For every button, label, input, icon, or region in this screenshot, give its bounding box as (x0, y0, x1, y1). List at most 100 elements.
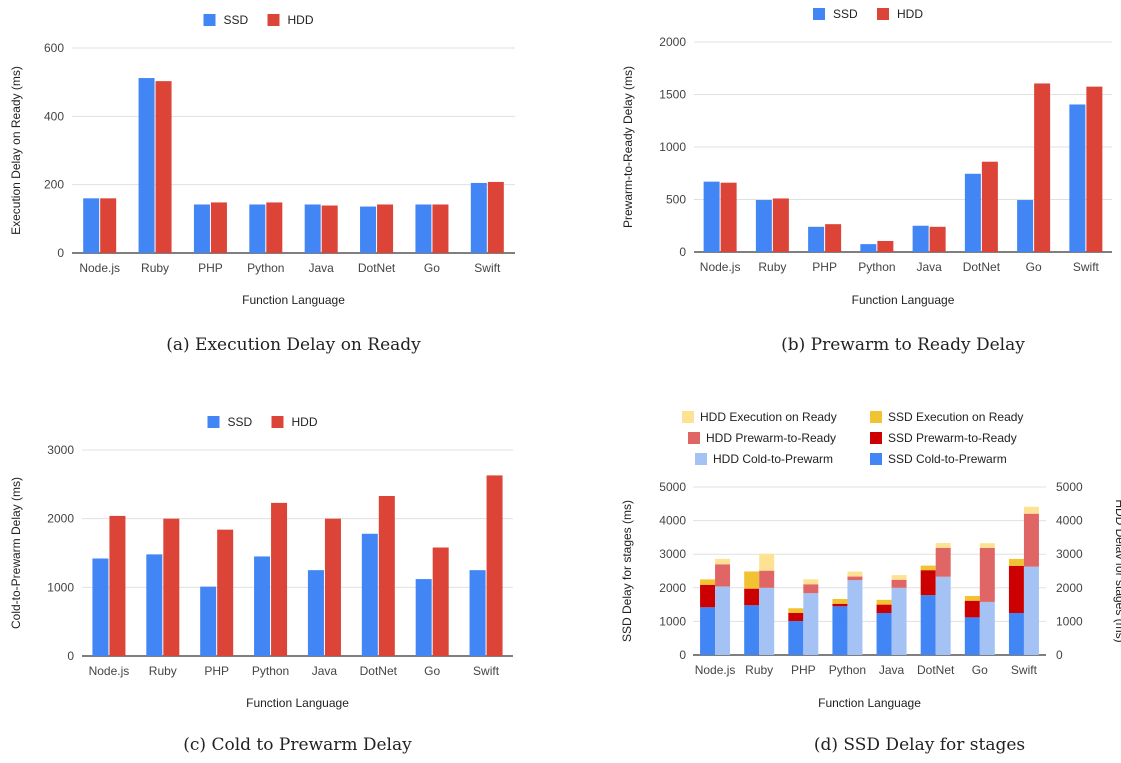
stacked-bar-hdd (803, 579, 819, 585)
x-tick-label: PHP (198, 261, 223, 275)
x-tick-label: Java (879, 663, 905, 677)
x-tick-label: DotNet (963, 260, 1001, 274)
x-tick-label: Node.js (89, 664, 130, 678)
x-axis-label: Function Language (852, 293, 955, 307)
legend-label: HDD Prewarm-to-Ready (706, 431, 836, 445)
chart-c: 0 1000 2000 3000 SSD HDD Node.js Ruby PHP Python J… (9, 415, 513, 755)
bar-hdd (324, 518, 341, 656)
stacked-bar-hdd (715, 586, 731, 655)
bar-ssd (415, 204, 432, 253)
x-axis-label: Function Language (242, 293, 345, 307)
stacked-bar-hdd (891, 575, 907, 580)
x-tick-label: Java (312, 664, 338, 678)
y-right-tick-label: 4000 (1056, 514, 1083, 528)
legend-label: HDD (897, 7, 923, 21)
stacked-bar-ssd (788, 613, 804, 622)
y-axis-label: Cold-to-Prewarm Delay (ms) (9, 477, 23, 629)
bar-hdd (210, 202, 227, 253)
stacked-bar-ssd (876, 613, 892, 655)
stacked-bar-ssd (700, 584, 716, 608)
y-right-tick-label: 5000 (1056, 480, 1083, 494)
legend-label: SSD Prewarm-to-Ready (888, 431, 1017, 445)
bar-hdd (321, 205, 338, 253)
x-tick-label: DotNet (917, 663, 955, 677)
bar-ssd (304, 204, 321, 253)
stacked-bar-ssd (876, 599, 892, 605)
x-tick-label: Node.js (700, 260, 741, 274)
y-tick-label: 5000 (659, 480, 686, 494)
stacked-bar-hdd (759, 570, 775, 588)
stacked-bar-hdd (847, 580, 863, 655)
legend-label: HDD Execution on Ready (700, 410, 837, 424)
bar-ssd (1017, 200, 1034, 252)
bar-ssd (361, 533, 378, 656)
caption: (a) Execution Delay on Ready (166, 335, 421, 355)
bar-ssd (470, 182, 487, 253)
legend-swatch (870, 411, 882, 423)
bar-hdd (877, 240, 894, 252)
stacked-bar-hdd (935, 576, 951, 655)
stacked-bar-ssd (920, 570, 936, 596)
bar-ssd (912, 225, 929, 252)
stacked-bar-ssd (744, 588, 760, 606)
bar-hdd (100, 198, 117, 253)
stacked-bar-hdd (759, 553, 775, 571)
bar-hdd (271, 502, 288, 656)
stacked-bar-ssd (788, 621, 804, 655)
legend-label: HDD (292, 415, 318, 429)
bar-ssd (146, 554, 163, 656)
bar-ssd (808, 226, 825, 252)
x-tick-label: Go (972, 663, 988, 677)
chart-b: 0 500 1000 1500 2000 SSD HDD Node.js Ruby PHP Pyth… (621, 7, 1112, 355)
bar-ssd (360, 206, 377, 253)
bar-hdd (772, 198, 789, 252)
bar-ssd (703, 181, 720, 252)
y-tick-label: 200 (44, 178, 64, 192)
y-right-axis-label: HDD Delav for stages (ms) (1113, 499, 1121, 642)
stacked-bar-hdd (935, 543, 951, 548)
bar-ssd (964, 173, 981, 252)
bar-ssd (1069, 104, 1086, 252)
y-tick-label: 3000 (47, 443, 74, 457)
bar-ssd (755, 200, 772, 252)
stacked-bar-ssd (832, 598, 848, 604)
x-tick-label: Python (858, 260, 895, 274)
x-axis-label: Function Language (246, 696, 349, 710)
x-tick-label: Node.js (79, 261, 120, 275)
stacked-bar-ssd (744, 571, 760, 589)
stacked-bar-ssd (832, 603, 848, 607)
bar-ssd (469, 570, 486, 656)
bar-hdd (155, 81, 172, 254)
stacked-bar-ssd (1008, 565, 1024, 613)
x-tick-label: Python (247, 261, 284, 275)
legend-label: SSD Execution on Ready (888, 410, 1023, 424)
legend-label: SSD Cold-to-Prewarm (888, 452, 1007, 466)
stacked-bar-hdd (715, 558, 731, 565)
bar-hdd (378, 496, 395, 656)
bar-hdd (432, 547, 449, 656)
legend-swatch (870, 453, 882, 465)
stacked-bar-ssd (964, 600, 980, 618)
bar-hdd (266, 202, 283, 253)
stacked-bar-ssd (964, 595, 980, 601)
legend-swatch (813, 8, 825, 20)
bar-ssd (200, 586, 217, 656)
caption: (b) Prewarm to Ready Delay (781, 335, 1025, 355)
x-tick-label: Swift (474, 261, 501, 275)
x-tick-label: Node.js (695, 663, 736, 677)
bar-hdd (486, 475, 503, 656)
legend-swatch (688, 432, 700, 444)
x-tick-label: Ruby (149, 664, 177, 678)
bar-hdd (109, 515, 126, 656)
bar-ssd (138, 78, 155, 253)
y-tick-label: 2000 (659, 581, 686, 595)
stacked-bar-ssd (920, 565, 936, 571)
x-tick-label: Go (1026, 260, 1042, 274)
stacked-bar-ssd (920, 595, 936, 655)
stacked-bar-hdd (759, 587, 775, 655)
x-tick-label: PHP (812, 260, 837, 274)
x-tick-label: Java (916, 260, 942, 274)
legend-label: HDD (288, 13, 314, 27)
x-tick-label: Swift (473, 664, 500, 678)
stacked-bar-ssd (1008, 613, 1024, 655)
